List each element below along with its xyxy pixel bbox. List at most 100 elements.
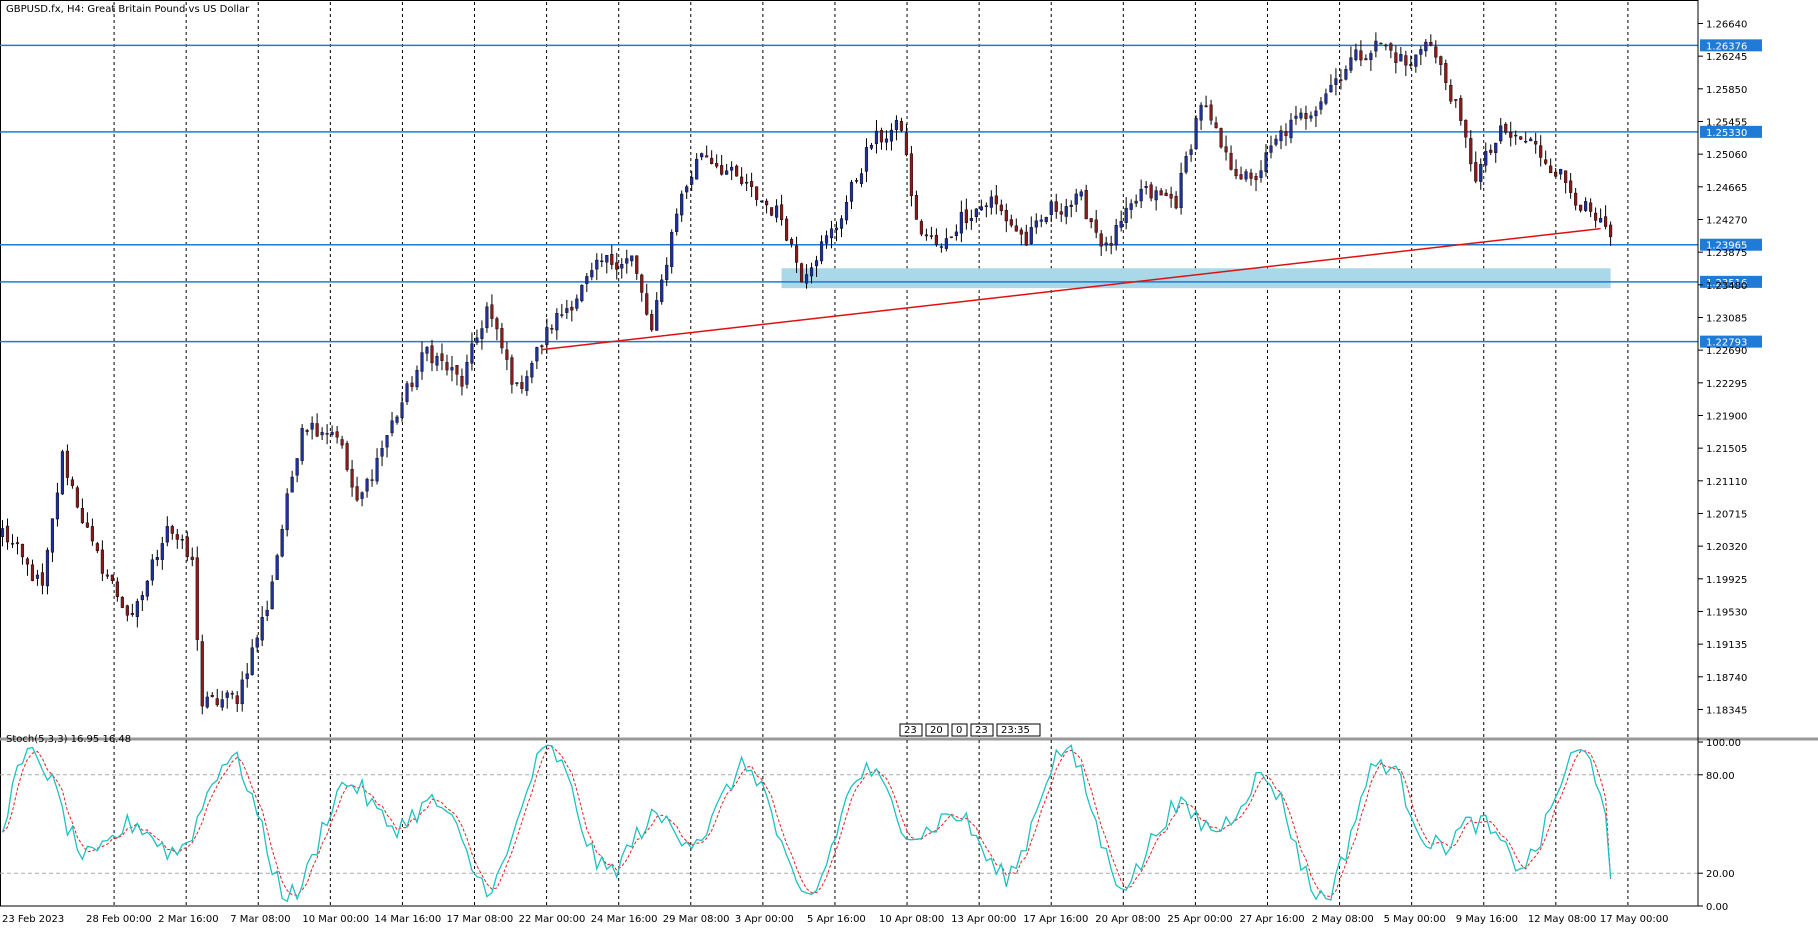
candle-body bbox=[370, 479, 374, 481]
candle-body bbox=[135, 601, 139, 617]
candle-body bbox=[760, 200, 764, 203]
candle-body bbox=[1454, 99, 1458, 101]
candle-body bbox=[829, 228, 834, 239]
candle-body bbox=[1389, 43, 1393, 51]
candle-body bbox=[1234, 169, 1238, 177]
candle-body bbox=[415, 370, 419, 388]
candle-body bbox=[620, 264, 624, 269]
scroll-marker[interactable] bbox=[970, 723, 994, 737]
candle-body bbox=[335, 431, 339, 438]
candle-body bbox=[1074, 193, 1078, 205]
level-label: 1.22793 bbox=[1706, 338, 1747, 349]
trendline-layer[interactable] bbox=[541, 227, 1601, 351]
candle-body bbox=[715, 163, 719, 167]
candle-body bbox=[455, 365, 459, 375]
x-tick-label: 13 Apr 00:00 bbox=[951, 914, 1016, 925]
candle-body bbox=[505, 349, 509, 360]
trendline[interactable] bbox=[541, 227, 1601, 351]
candle-body bbox=[1179, 172, 1183, 208]
candle-body bbox=[325, 433, 329, 435]
scroll-marker[interactable] bbox=[996, 723, 1041, 737]
scroll-marker[interactable] bbox=[951, 723, 968, 737]
candle-body bbox=[205, 696, 209, 708]
candle-body bbox=[25, 558, 30, 565]
candle-body bbox=[1219, 128, 1223, 148]
candle-body bbox=[645, 293, 649, 315]
candle-body bbox=[225, 692, 229, 698]
y-tick-label: 1.25850 bbox=[1706, 85, 1747, 96]
scroll-indicator[interactable]: 23 20 0 23 23:35 bbox=[899, 723, 1041, 737]
support-zone[interactable] bbox=[781, 268, 1611, 289]
level-label: 1.23516 bbox=[1706, 278, 1747, 289]
candle-body bbox=[520, 382, 524, 389]
candle-body bbox=[5, 525, 10, 543]
candle-body bbox=[220, 699, 224, 708]
candle-body bbox=[1289, 119, 1293, 139]
candle-body bbox=[55, 492, 60, 520]
candle-body bbox=[480, 328, 484, 339]
y-tick-label: 1.20320 bbox=[1706, 542, 1747, 553]
stoch-y-tick-label: 100.00 bbox=[1706, 738, 1741, 749]
candle-body bbox=[1469, 138, 1473, 165]
candle-body bbox=[280, 529, 284, 557]
candle-body bbox=[1159, 190, 1163, 196]
candle-body bbox=[979, 206, 983, 211]
x-tick-label: 7 Mar 08:00 bbox=[230, 914, 290, 925]
candle-body bbox=[1549, 165, 1553, 174]
candle-body bbox=[600, 260, 604, 263]
candle-body bbox=[939, 246, 943, 248]
candle-body bbox=[1484, 151, 1488, 166]
candle-body bbox=[1064, 206, 1068, 217]
candle-body bbox=[949, 236, 953, 238]
candle-body bbox=[155, 557, 159, 561]
candle-body bbox=[1129, 203, 1133, 210]
candle-body bbox=[1049, 201, 1053, 215]
candle-body bbox=[195, 557, 199, 640]
candle-body bbox=[864, 147, 869, 172]
candle-body bbox=[390, 420, 394, 434]
scroll-marker[interactable] bbox=[899, 723, 923, 737]
candle-body bbox=[230, 693, 234, 695]
candle-body bbox=[1349, 57, 1353, 71]
candle-body bbox=[675, 213, 679, 233]
candle-body bbox=[0, 528, 5, 537]
candle-body bbox=[1384, 44, 1388, 47]
candle-body bbox=[1574, 192, 1578, 206]
candle-body bbox=[929, 235, 933, 237]
candle-body bbox=[1329, 84, 1333, 93]
candle-body bbox=[350, 469, 354, 488]
candle-body bbox=[1139, 188, 1143, 202]
candle-body bbox=[994, 195, 998, 205]
candle-body bbox=[295, 458, 299, 476]
candle-body bbox=[1274, 138, 1278, 145]
x-tick-label: 2 Mar 16:00 bbox=[158, 914, 218, 925]
candle-body bbox=[245, 673, 249, 680]
y-tick-label: 1.21110 bbox=[1706, 477, 1747, 488]
level-label: 1.25330 bbox=[1706, 128, 1747, 139]
candle-body bbox=[210, 695, 214, 697]
candle-body bbox=[490, 304, 494, 319]
candle-body bbox=[685, 186, 689, 193]
candle-body bbox=[1419, 49, 1423, 55]
candle-body bbox=[235, 695, 239, 704]
level-label-box bbox=[1700, 238, 1762, 251]
candle-body bbox=[40, 572, 45, 586]
candle-body bbox=[1124, 207, 1128, 223]
candle-body bbox=[1564, 170, 1568, 183]
scroll-marker[interactable] bbox=[925, 723, 949, 737]
candle-body bbox=[1499, 125, 1503, 142]
candle-body bbox=[1259, 170, 1263, 178]
candle-body bbox=[35, 574, 40, 579]
candle-body bbox=[550, 328, 554, 330]
candle-body bbox=[1334, 78, 1338, 85]
candle-body bbox=[1449, 85, 1453, 102]
y-tick-label: 1.19135 bbox=[1706, 640, 1747, 651]
y-tick-label: 1.25060 bbox=[1706, 150, 1747, 161]
candle-body bbox=[445, 362, 449, 371]
candle-body bbox=[854, 180, 859, 182]
candle-body bbox=[770, 207, 774, 216]
candle-body bbox=[1239, 174, 1243, 180]
candle-body bbox=[545, 327, 549, 345]
candle-body bbox=[435, 356, 439, 366]
